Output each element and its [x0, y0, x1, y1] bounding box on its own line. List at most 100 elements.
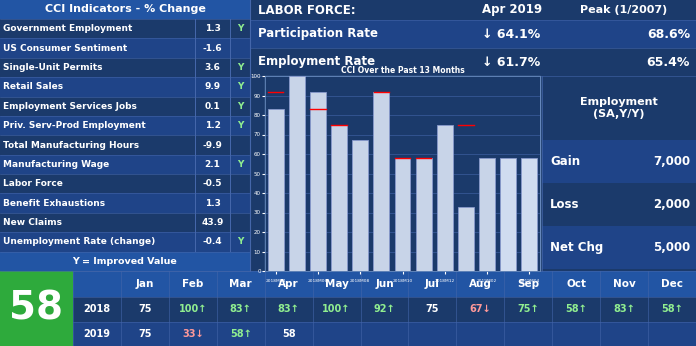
- Text: Single-Unit Permits: Single-Unit Permits: [3, 63, 102, 72]
- Bar: [352, 140, 368, 271]
- Text: -0.4: -0.4: [203, 237, 222, 246]
- Text: -1.6: -1.6: [203, 44, 222, 53]
- Text: Participation Rate: Participation Rate: [258, 27, 378, 40]
- Text: US Consumer Sentiment: US Consumer Sentiment: [3, 44, 127, 53]
- Text: 2019: 2019: [84, 329, 111, 339]
- Text: Labor Force: Labor Force: [3, 179, 63, 188]
- Text: CCI Indicators - % Change: CCI Indicators - % Change: [45, 4, 205, 15]
- Bar: [0, 77, 250, 97]
- Text: ↓ 64.1%: ↓ 64.1%: [482, 27, 540, 40]
- Text: 1.2: 1.2: [205, 121, 221, 130]
- Text: Oct: Oct: [566, 279, 586, 289]
- Text: Retail Sales: Retail Sales: [3, 82, 63, 91]
- Bar: [542, 140, 696, 183]
- Bar: [0, 19, 250, 38]
- Text: 92↑: 92↑: [374, 304, 395, 314]
- Bar: [310, 92, 326, 271]
- Text: Y: Y: [237, 237, 243, 246]
- Bar: [521, 158, 537, 271]
- Text: Jan: Jan: [136, 279, 154, 289]
- Text: 33↓: 33↓: [182, 329, 204, 339]
- Text: Total Manufacturing Hours: Total Manufacturing Hours: [3, 140, 139, 149]
- Text: 1.3: 1.3: [205, 199, 221, 208]
- Text: 100↑: 100↑: [179, 304, 207, 314]
- Text: Unemployment Rate (change): Unemployment Rate (change): [3, 237, 155, 246]
- Text: Aug: Aug: [469, 279, 492, 289]
- Text: Employment Services Jobs: Employment Services Jobs: [3, 102, 137, 111]
- Bar: [250, 48, 696, 76]
- Text: 9.9: 9.9: [205, 82, 221, 91]
- Bar: [479, 158, 495, 271]
- Bar: [250, 20, 696, 48]
- Bar: [0, 155, 250, 174]
- Bar: [73, 321, 696, 346]
- Text: 65.4%: 65.4%: [647, 55, 690, 69]
- Text: 83↑: 83↑: [278, 304, 299, 314]
- Text: 2,000: 2,000: [653, 198, 690, 211]
- Text: Manufacturing Wage: Manufacturing Wage: [3, 160, 109, 169]
- Bar: [0, 252, 250, 271]
- Text: Y: Y: [237, 160, 243, 169]
- Bar: [542, 76, 696, 140]
- Text: 7,000: 7,000: [653, 155, 690, 168]
- Text: 75: 75: [138, 329, 152, 339]
- Bar: [542, 269, 696, 271]
- Bar: [73, 271, 696, 297]
- Text: Apr 2019: Apr 2019: [482, 3, 542, 17]
- Text: 75: 75: [426, 304, 439, 314]
- Text: -9.9: -9.9: [203, 140, 223, 149]
- Text: 58↑: 58↑: [230, 329, 252, 339]
- Bar: [500, 158, 516, 271]
- Bar: [0, 135, 250, 155]
- Text: Y: Y: [237, 82, 243, 91]
- Text: Y: Y: [237, 63, 243, 72]
- Text: 5,000: 5,000: [653, 241, 690, 254]
- Bar: [268, 109, 283, 271]
- Text: 2018: 2018: [84, 304, 111, 314]
- Text: Y = Improved Value: Y = Improved Value: [72, 257, 177, 266]
- Text: Gain: Gain: [550, 155, 580, 168]
- Text: Nov: Nov: [612, 279, 635, 289]
- Bar: [437, 125, 452, 271]
- Text: 0.1: 0.1: [205, 102, 221, 111]
- Text: Jun: Jun: [375, 279, 394, 289]
- Bar: [250, 0, 696, 20]
- Text: Y: Y: [237, 102, 243, 111]
- Bar: [73, 297, 696, 321]
- Bar: [0, 232, 250, 252]
- Text: 83↑: 83↑: [230, 304, 252, 314]
- Text: Priv. Serv-Prod Employment: Priv. Serv-Prod Employment: [3, 121, 145, 130]
- Text: Net Chg: Net Chg: [550, 241, 603, 254]
- Text: ↓ 61.7%: ↓ 61.7%: [482, 55, 540, 69]
- Text: Apr: Apr: [278, 279, 299, 289]
- Text: Benefit Exhaustions: Benefit Exhaustions: [3, 199, 105, 208]
- Text: 1.3: 1.3: [205, 24, 221, 33]
- Text: Government Employment: Government Employment: [3, 24, 132, 33]
- Text: 68.6%: 68.6%: [647, 27, 690, 40]
- Bar: [0, 213, 250, 232]
- Bar: [416, 158, 432, 271]
- Text: 67↓: 67↓: [470, 304, 491, 314]
- Text: 58↑: 58↑: [565, 304, 587, 314]
- Text: Dec: Dec: [661, 279, 683, 289]
- Bar: [0, 0, 250, 19]
- Text: 75: 75: [138, 304, 152, 314]
- Text: Jul: Jul: [425, 279, 440, 289]
- Text: Mar: Mar: [230, 279, 252, 289]
- Text: Loss: Loss: [550, 198, 580, 211]
- Bar: [374, 92, 389, 271]
- Text: Peak (1/2007): Peak (1/2007): [580, 5, 667, 15]
- Bar: [0, 193, 250, 213]
- Text: 3.6: 3.6: [205, 63, 221, 72]
- Text: New Claims: New Claims: [3, 218, 62, 227]
- Text: 100↑: 100↑: [322, 304, 351, 314]
- Text: 43.9: 43.9: [201, 218, 223, 227]
- Bar: [0, 174, 250, 193]
- Text: 2.1: 2.1: [205, 160, 221, 169]
- Text: May: May: [324, 279, 349, 289]
- Title: CCI Over the Past 13 Months: CCI Over the Past 13 Months: [340, 66, 464, 75]
- Bar: [0, 38, 250, 58]
- Bar: [0, 97, 250, 116]
- Bar: [542, 183, 696, 226]
- Bar: [265, 76, 540, 271]
